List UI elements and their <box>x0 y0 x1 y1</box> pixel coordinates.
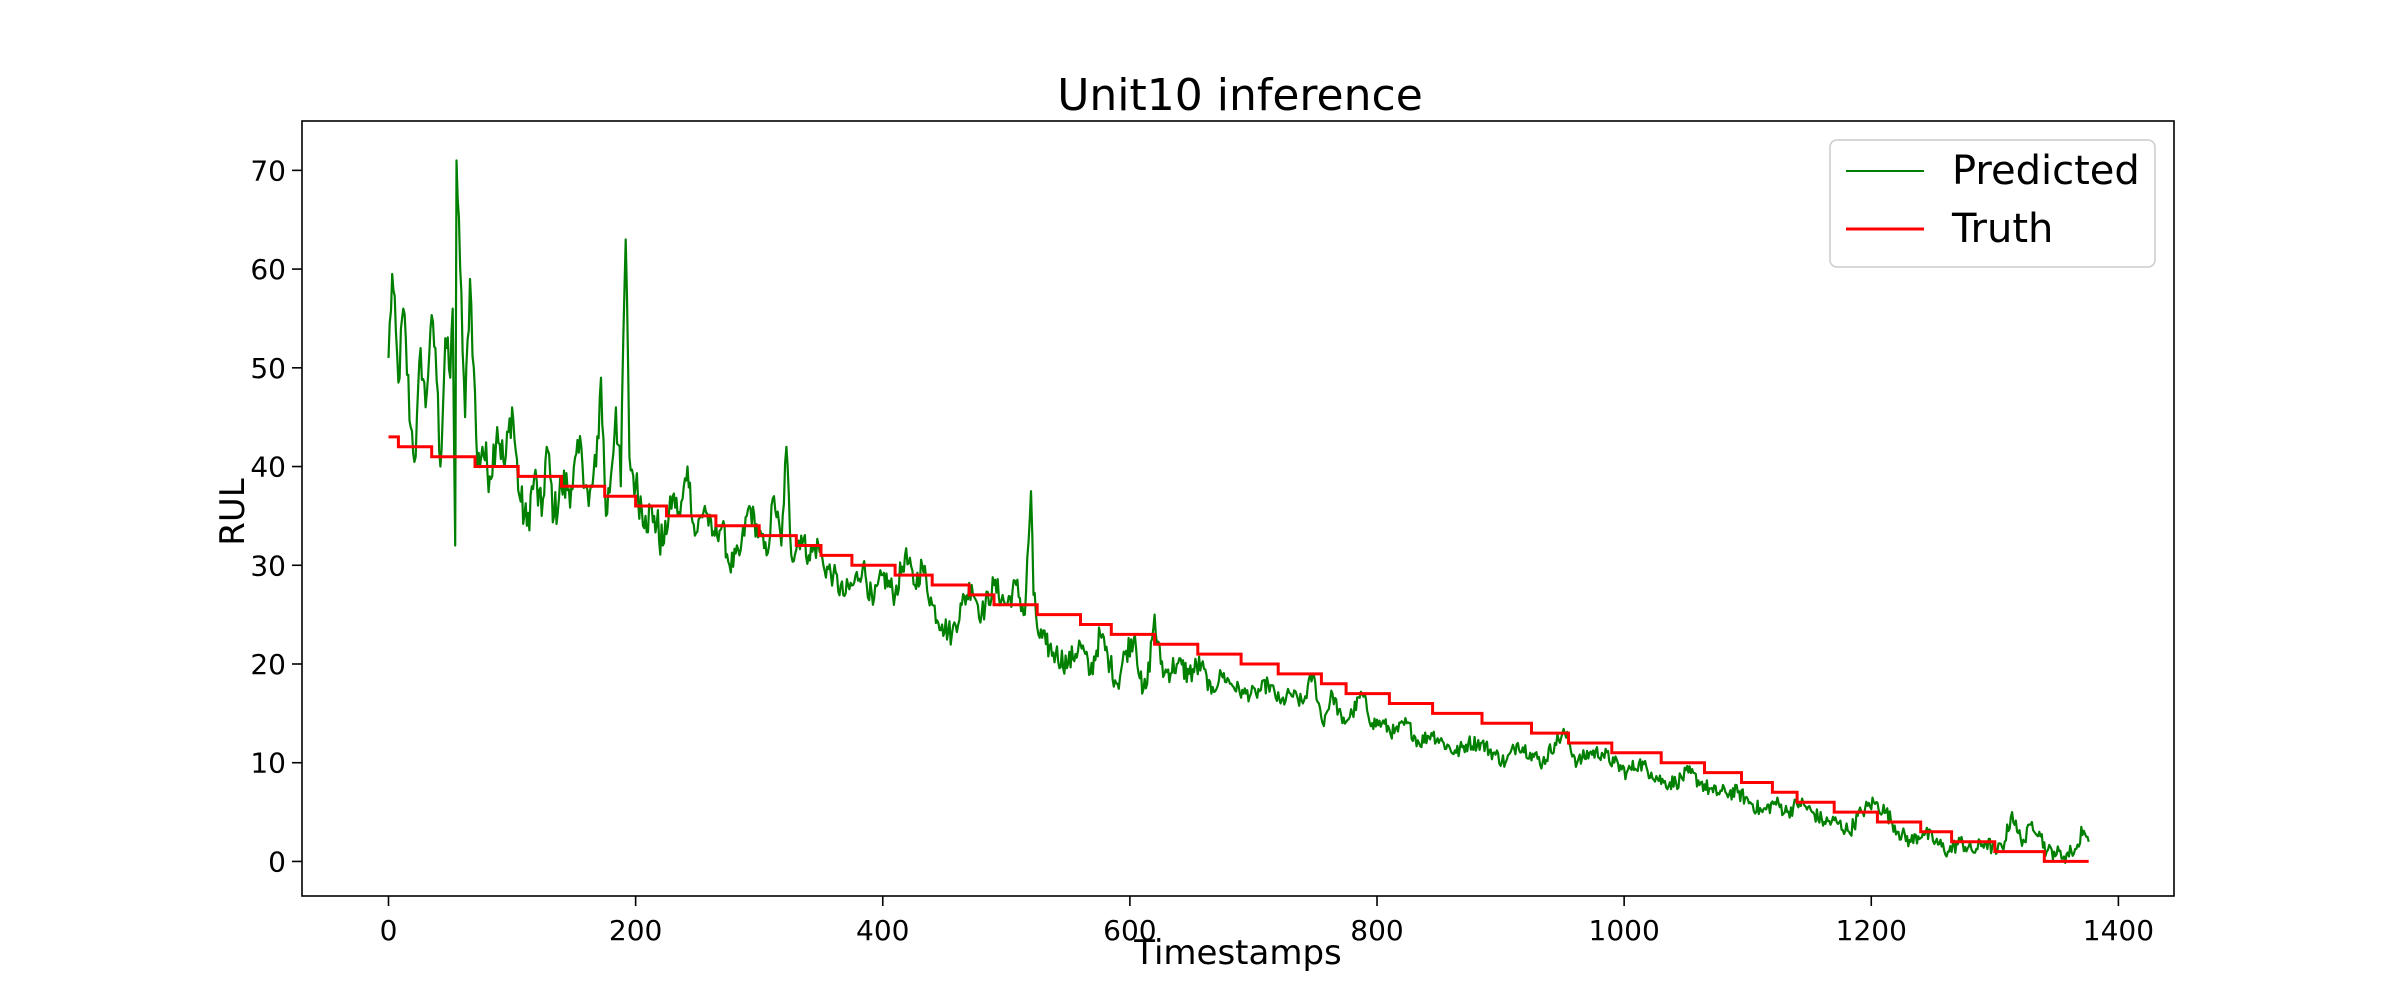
x-tick-label: 800 <box>1350 914 1403 947</box>
y-tick-label: 50 <box>250 352 286 385</box>
legend: Predicted Truth <box>1829 139 2156 268</box>
y-tick-label: 60 <box>250 253 286 286</box>
legend-label-predicted: Predicted <box>1952 148 2140 194</box>
truth-series-line <box>388 435 2089 863</box>
chart-title: Unit10 inference <box>1057 70 1423 121</box>
y-tick-label: 30 <box>250 549 286 582</box>
x-axis-label: Timestamps <box>1133 933 1342 973</box>
x-tick-label: 0 <box>380 914 398 947</box>
plot-area <box>301 120 2175 897</box>
legend-label-truth: Truth <box>1951 206 2053 252</box>
x-tick-label: 600 <box>1103 914 1156 947</box>
x-tick-label: 200 <box>609 914 662 947</box>
y-tick-label: 20 <box>250 648 286 681</box>
y-axis-label: RUL <box>213 478 253 546</box>
y-tick-label: 0 <box>268 845 286 878</box>
x-tick-label: 1200 <box>1836 914 1907 947</box>
x-tick-label: 400 <box>856 914 909 947</box>
y-tick-label: 70 <box>250 154 286 187</box>
y-tick-label: 10 <box>250 747 286 780</box>
x-tick-label: 1000 <box>1589 914 1660 947</box>
axis-ticks: 0 200 400 600 800 1000 1200 1400 0 10 20 30 40 50 60 70 <box>250 154 2154 947</box>
predicted-series-line <box>387 159 2090 864</box>
x-tick-label: 1400 <box>2083 914 2154 947</box>
y-tick-label: 40 <box>250 451 286 484</box>
